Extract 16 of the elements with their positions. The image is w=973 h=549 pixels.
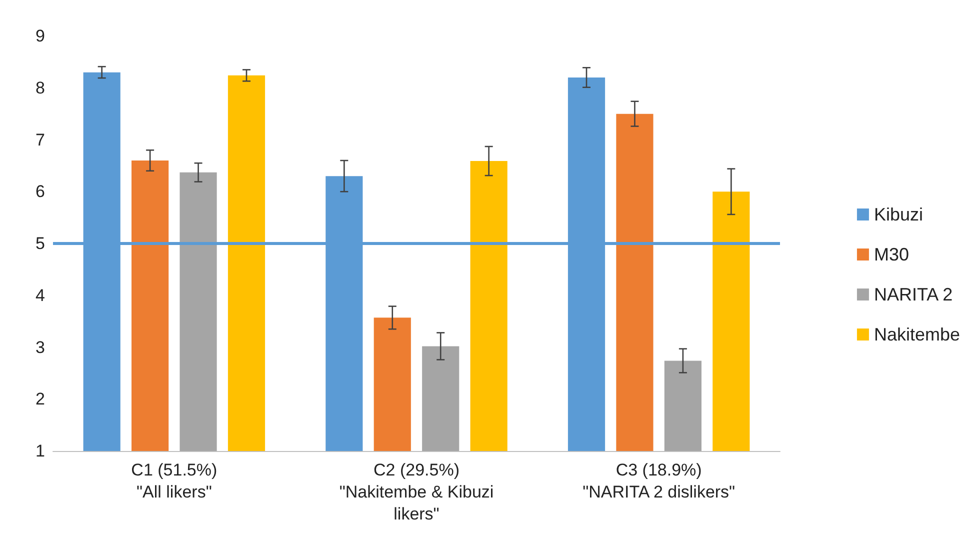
y-tick-label: 9 (36, 26, 45, 46)
x-tick-label: C3 (18.9%) "NARITA 2 dislikers" (582, 460, 736, 502)
y-tick-label: 6 (36, 182, 45, 202)
legend-label: Kibuzi (874, 204, 923, 224)
y-tick-label: 4 (36, 286, 45, 305)
y-tick-label: 8 (36, 78, 45, 98)
y-tick-label: 3 (36, 338, 45, 357)
y-tick-label: 1 (36, 442, 45, 460)
y-tick-label: 2 (36, 390, 45, 409)
x-tick-label: C1 (51.5%) "All likers" (131, 460, 218, 502)
legend-label: Nakitembe (874, 324, 960, 344)
y-tick-label: 7 (36, 130, 45, 150)
legend-label: NARITA 2 (874, 284, 953, 304)
legend-label: M30 (874, 244, 909, 264)
y-tick-label: 5 (36, 234, 45, 253)
x-tick-label: C2 (29.5%) "Nakitembe & Kibuzi likers" (339, 460, 494, 524)
